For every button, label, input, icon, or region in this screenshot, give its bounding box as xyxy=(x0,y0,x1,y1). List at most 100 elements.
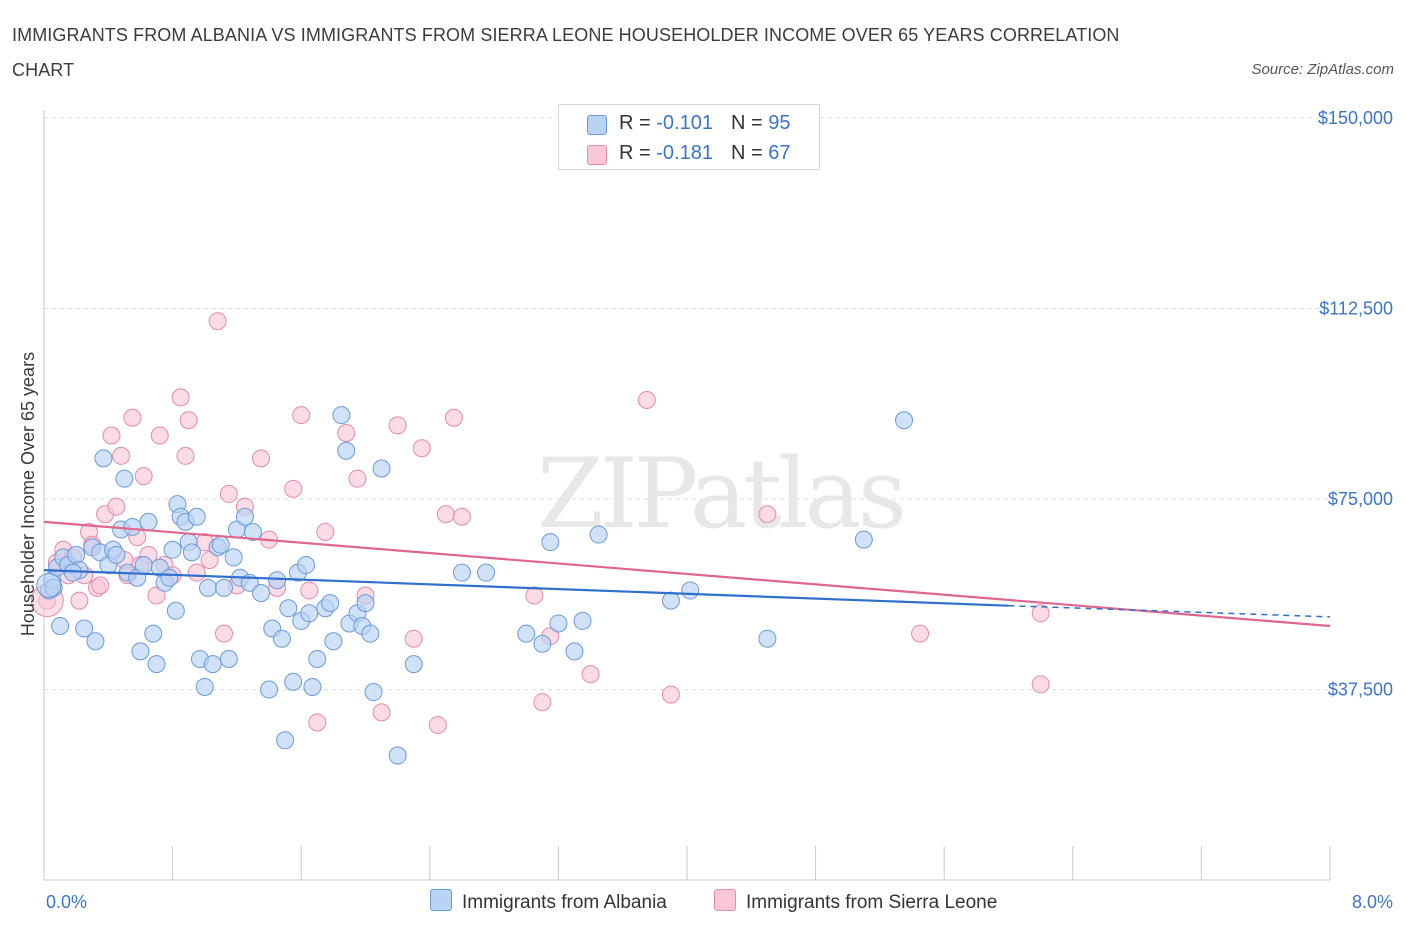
data-point-sierra-leone xyxy=(372,703,391,722)
data-point-albania xyxy=(297,556,316,575)
data-point-albania xyxy=(131,642,150,661)
data-point-sierra-leone xyxy=(70,591,89,610)
data-point-albania xyxy=(147,655,166,674)
data-point-sierra-leone xyxy=(911,624,930,643)
data-point-sierra-leone xyxy=(337,423,356,442)
n-label: N = xyxy=(731,142,763,164)
data-point-albania xyxy=(541,533,560,552)
y-tick-label: $150,000 xyxy=(1318,108,1393,128)
n-value-sierra-leone: 67 xyxy=(768,142,791,164)
r-value-albania: -0.101 xyxy=(656,112,713,134)
data-point-albania xyxy=(681,581,700,600)
data-point-sierra-leone xyxy=(150,426,169,445)
data-point-albania xyxy=(163,540,182,559)
data-point-albania xyxy=(661,591,680,610)
data-point-sierra-leone xyxy=(179,411,198,430)
sierra-leone-swatch xyxy=(714,889,736,911)
grid-lines xyxy=(44,117,1330,690)
data-point-albania xyxy=(67,545,86,564)
data-point-sierra-leone xyxy=(215,624,234,643)
data-point-albania xyxy=(243,523,262,542)
data-point-albania xyxy=(404,655,423,674)
data-point-sierra-leone xyxy=(112,446,131,465)
data-point-sierra-leone xyxy=(171,388,190,407)
y-tick-label: $37,500 xyxy=(1328,680,1393,700)
data-point-albania xyxy=(573,611,592,630)
albania-swatch xyxy=(430,889,452,911)
data-point-albania xyxy=(308,650,327,669)
data-point-sierra-leone xyxy=(107,497,126,516)
data-point-sierra-leone xyxy=(176,446,195,465)
data-point-sierra-leone xyxy=(348,469,367,488)
y-axis-label: Householder Income Over 65 years xyxy=(18,352,38,636)
data-point-sierra-leone xyxy=(581,665,600,684)
data-point-albania xyxy=(224,548,243,567)
legend-label-sierra-leone: Immigrants from Sierra Leone xyxy=(746,892,998,913)
series-legend: Immigrants from Albania Immigrants from … xyxy=(0,889,1406,917)
data-point-albania xyxy=(51,617,70,635)
data-point-albania xyxy=(364,683,383,702)
data-point-sierra-leone xyxy=(404,629,423,648)
data-point-albania xyxy=(477,563,496,582)
data-point-sierra-leone xyxy=(123,408,142,427)
correlation-legend: R = -0.101 N = 95 R = -0.181 N = 67 xyxy=(558,104,820,170)
data-point-albania xyxy=(324,632,343,651)
data-point-albania xyxy=(195,677,214,696)
data-point-albania xyxy=(758,629,777,648)
data-point-sierra-leone xyxy=(1031,604,1050,623)
data-point-albania xyxy=(166,601,185,620)
data-point-albania xyxy=(854,530,873,549)
data-point-sierra-leone xyxy=(134,467,153,486)
data-point-albania xyxy=(211,535,230,554)
data-point-albania xyxy=(332,406,351,425)
data-point-albania xyxy=(895,411,914,430)
data-point-albania xyxy=(533,634,552,653)
legend-item-albania[interactable]: Immigrants from Albania xyxy=(430,889,667,914)
data-point-albania xyxy=(321,594,340,613)
data-point-sierra-leone xyxy=(316,523,335,542)
data-point-albania xyxy=(260,680,279,699)
r-label: R = xyxy=(619,142,651,164)
data-point-sierra-leone xyxy=(452,507,471,526)
y-tick-label: $112,500 xyxy=(1319,299,1393,319)
sierra-leone-swatch xyxy=(587,145,607,165)
data-point-albania xyxy=(219,650,238,669)
data-point-albania xyxy=(123,517,142,536)
x-tick-label: 0.0% xyxy=(46,892,87,912)
data-point-sierra-leone xyxy=(525,586,544,605)
data-point-albania xyxy=(36,572,62,598)
data-point-sierra-leone xyxy=(91,576,110,595)
data-point-sierra-leone xyxy=(187,563,206,582)
legend-item-sierra-leone[interactable]: Immigrants from Sierra Leone xyxy=(714,889,997,914)
r-value-sierra-leone: -0.181 xyxy=(656,142,713,164)
data-point-albania xyxy=(284,672,303,691)
data-point-albania xyxy=(372,459,391,478)
chart-title: IMMIGRANTS FROM ALBANIA VS IMMIGRANTS FR… xyxy=(12,25,1120,80)
axes xyxy=(43,110,1331,881)
data-point-albania xyxy=(75,619,94,638)
data-point-albania xyxy=(115,469,134,488)
data-point-sierra-leone xyxy=(444,408,463,427)
data-point-albania xyxy=(300,604,319,623)
data-point-albania xyxy=(356,594,375,613)
data-point-sierra-leone xyxy=(300,581,319,600)
data-point-sierra-leone xyxy=(284,479,303,498)
data-point-albania xyxy=(388,746,407,765)
data-point-albania xyxy=(361,624,380,643)
x-tick-label: 8.0% xyxy=(1352,892,1393,912)
tick-labels: $37,500 $75,000 $112,500 $150,000 0.0% 8.0% xyxy=(46,108,1393,912)
data-point-albania xyxy=(63,563,82,582)
data-point-sierra-leone xyxy=(1031,675,1050,694)
data-point-albania xyxy=(203,655,222,674)
data-point-sierra-leone xyxy=(412,439,431,458)
data-point-albania xyxy=(272,629,291,648)
y-tick-label: $75,000 xyxy=(1328,489,1393,509)
data-point-sierra-leone xyxy=(533,693,552,712)
data-point-sierra-leone xyxy=(436,505,455,524)
data-point-sierra-leone xyxy=(637,390,656,409)
data-point-sierra-leone xyxy=(219,484,238,503)
trend-line-albania xyxy=(43,569,1009,607)
source-label: Source: ZipAtlas.com xyxy=(1251,61,1394,78)
data-point-albania xyxy=(279,599,298,618)
data-point-albania xyxy=(187,507,206,526)
